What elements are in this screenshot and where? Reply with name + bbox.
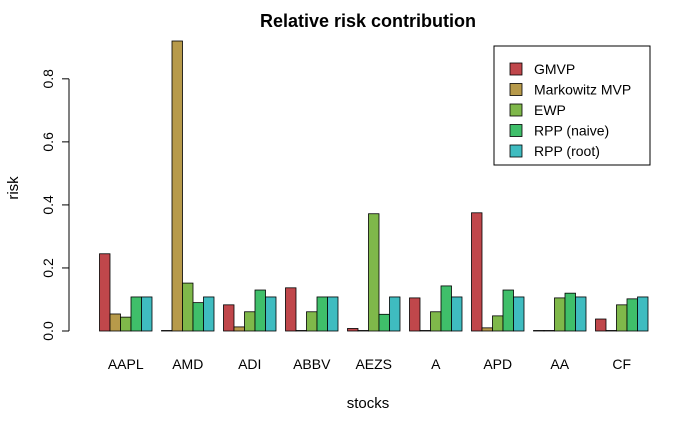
y-tick-label: 0.2 bbox=[40, 258, 56, 278]
x-tick-label: APD bbox=[483, 356, 512, 372]
legend-label: RPP (naive) bbox=[534, 123, 609, 139]
legend-label: EWP bbox=[534, 102, 566, 118]
bar-apd-2 bbox=[492, 315, 504, 332]
bar-abbv-2 bbox=[306, 311, 318, 332]
bar-abbv-1 bbox=[295, 330, 307, 332]
bar-a-3 bbox=[440, 285, 452, 332]
legend-swatch bbox=[509, 144, 523, 158]
x-axis-tick-labels: AAPL AMD ADI ABBV AEZS A APD AA CF bbox=[108, 356, 631, 372]
bar-abbv-3 bbox=[316, 296, 328, 332]
bar-abbv-4 bbox=[327, 296, 339, 332]
y-tick-label: 0.8 bbox=[40, 69, 56, 89]
bar-a-1 bbox=[419, 330, 431, 332]
bar-apd-1 bbox=[481, 327, 493, 332]
legend-items: GMVP Markowitz MVP EWP RPP (naive) RPP (root… bbox=[509, 61, 631, 159]
bar-cf-2 bbox=[616, 304, 628, 332]
bar-apd-0 bbox=[471, 212, 483, 332]
x-tick-label: A bbox=[431, 356, 441, 372]
bar-cf-3 bbox=[626, 298, 638, 332]
chart-title: Relative risk contribution bbox=[260, 11, 476, 31]
bar-amd-2 bbox=[182, 282, 194, 332]
x-tick-label: AEZS bbox=[355, 356, 392, 372]
bar-adi-2 bbox=[244, 311, 256, 332]
x-tick-label: ABBV bbox=[293, 356, 331, 372]
y-axis-label: risk bbox=[5, 176, 22, 200]
bar-amd-3 bbox=[192, 302, 204, 332]
bar-aezs-3 bbox=[378, 313, 390, 332]
y-axis: 0.0 0.2 0.4 0.6 0.8 bbox=[40, 69, 70, 341]
bar-aapl-2 bbox=[120, 316, 132, 332]
y-tick-label: 0.6 bbox=[40, 132, 56, 152]
bar-cf-4 bbox=[637, 296, 649, 332]
bar-adi-1 bbox=[233, 326, 245, 332]
bar-amd-0 bbox=[161, 330, 173, 332]
x-tick-label: AAPL bbox=[108, 356, 144, 372]
legend-label: RPP (root) bbox=[534, 143, 600, 159]
y-tick-label: 0.4 bbox=[40, 195, 56, 215]
bar-adi-4 bbox=[265, 296, 277, 332]
bar-aezs-1 bbox=[357, 330, 369, 332]
bar-aapl-4 bbox=[141, 296, 153, 332]
bar-apd-3 bbox=[502, 289, 514, 332]
bar-aa-4 bbox=[575, 296, 587, 332]
bar-adi-3 bbox=[254, 289, 266, 332]
bar-aa-0 bbox=[533, 330, 545, 332]
bar-aapl-3 bbox=[130, 296, 142, 332]
bar-a-4 bbox=[451, 296, 463, 332]
bar-abbv-0 bbox=[285, 287, 297, 332]
bar-cf-1 bbox=[605, 330, 617, 332]
bar-aezs-2 bbox=[368, 213, 380, 332]
legend-swatch bbox=[509, 124, 523, 137]
bar-cf-0 bbox=[595, 318, 607, 332]
bar-aa-2 bbox=[554, 297, 566, 332]
legend-swatch bbox=[509, 83, 523, 96]
bar-aapl-1 bbox=[109, 313, 121, 332]
legend-swatch bbox=[509, 62, 523, 76]
bar-aa-1 bbox=[543, 330, 555, 332]
bar-amd-1 bbox=[171, 40, 183, 332]
bar-aa-3 bbox=[564, 292, 576, 332]
bars-group bbox=[99, 40, 649, 332]
bar-a-2 bbox=[430, 311, 442, 332]
bar-a-0 bbox=[409, 297, 421, 332]
x-axis-label: stocks bbox=[347, 395, 390, 412]
bar-aezs-4 bbox=[389, 296, 401, 332]
x-tick-label: AA bbox=[550, 356, 569, 372]
bar-aapl-0 bbox=[99, 253, 111, 332]
x-tick-label: CF bbox=[612, 356, 631, 372]
bar-adi-0 bbox=[223, 304, 235, 332]
legend-label: Markowitz MVP bbox=[534, 82, 631, 98]
legend-swatch bbox=[509, 103, 523, 117]
bar-apd-4 bbox=[513, 296, 525, 332]
x-tick-label: AMD bbox=[172, 356, 203, 372]
x-tick-label: ADI bbox=[238, 356, 261, 372]
y-tick-label: 0.0 bbox=[40, 321, 56, 341]
bar-aezs-0 bbox=[347, 328, 359, 332]
legend-label: GMVP bbox=[534, 61, 575, 77]
legend: GMVP Markowitz MVP EWP RPP (naive) RPP (root… bbox=[493, 45, 651, 166]
bar-amd-4 bbox=[203, 296, 215, 332]
